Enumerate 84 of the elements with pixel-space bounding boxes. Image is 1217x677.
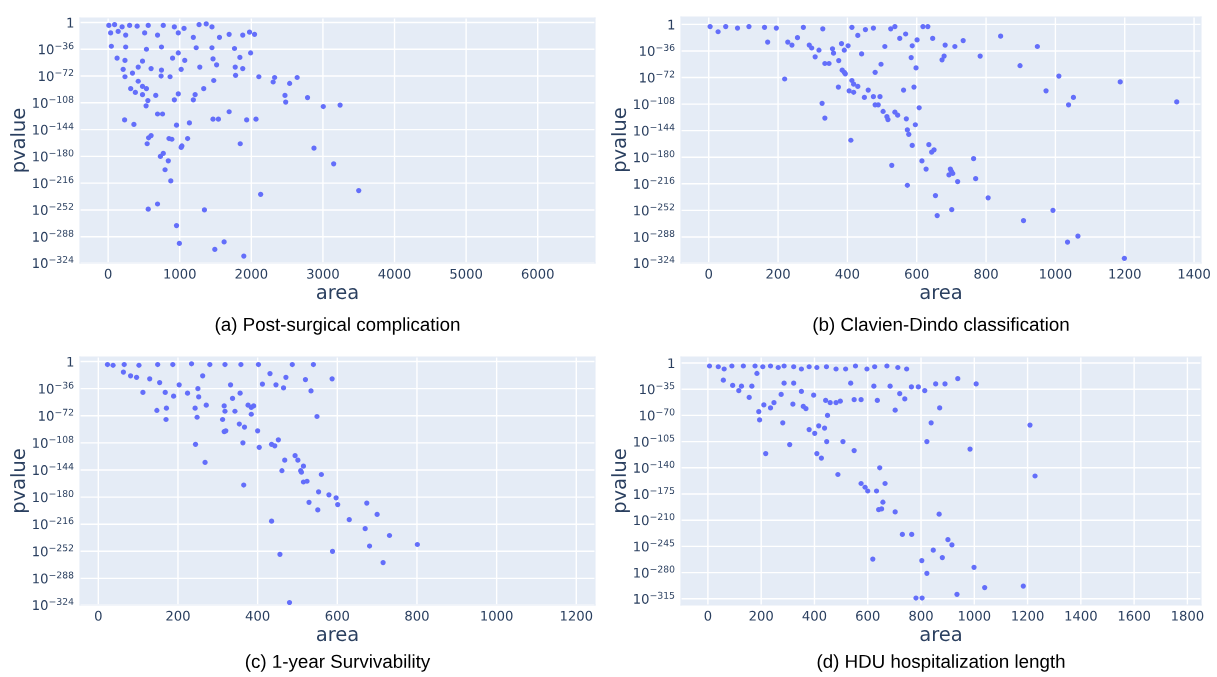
x-tick-label: 0 — [704, 610, 712, 621]
y-axis-title: pvalue — [611, 449, 630, 512]
x-tick-label: 800 — [974, 268, 998, 279]
x-tick-label: 600 — [856, 610, 880, 621]
y-tick-label: 10$^{−180}$ — [634, 150, 675, 163]
y-tick-label: 10$^{−280}$ — [634, 565, 675, 578]
y-tick-label: 10$^{−252}$ — [33, 202, 74, 216]
y-tick-label: 10$^{−36}$ — [39, 42, 74, 55]
y-axis-title: pvalue — [10, 449, 29, 512]
x-axis-title: area — [920, 287, 961, 300]
text: (a) Post-surgical complication — [215, 317, 460, 335]
x-tick-label: 1600 — [1118, 610, 1151, 621]
text: (c) 1-year Survivability — [245, 654, 431, 672]
y-tick-label: 10$^{−245}$ — [634, 539, 675, 552]
x-axis-title: area — [316, 629, 358, 642]
x-tick-label: 6000 — [521, 268, 554, 279]
y-tick-label: 10$^{−180}$ — [33, 149, 74, 162]
y-tick-label: 10$^{−36}$ — [640, 43, 675, 57]
y-tick-label: 1 — [668, 358, 675, 368]
x-axis-title: area — [316, 287, 358, 300]
x-tick-label: 1200 — [1109, 268, 1141, 279]
x-tick-label: 5000 — [450, 268, 483, 279]
y-tick-label: 10$^{−72}$ — [39, 69, 74, 82]
x-tick-label: 200 — [749, 610, 773, 621]
y-tick-label: 10$^{−105}$ — [634, 434, 675, 447]
x-tick-label: 1000 — [1040, 268, 1072, 279]
y-tick-label: 10$^{−324}$ — [634, 256, 675, 269]
y-tick-label: 10$^{−288}$ — [634, 229, 675, 243]
y-tick-label: 10$^{−216}$ — [33, 176, 74, 189]
y-tick-label: 10$^{−36}$ — [39, 381, 74, 394]
x-tick-label: 200 — [166, 610, 190, 621]
x-tick-label: 1200 — [1012, 610, 1044, 621]
y-tick-label: 10$^{−144}$ — [33, 463, 74, 476]
y-axis-title: pvalue — [611, 108, 630, 171]
x-tick-label: 0 — [94, 610, 102, 621]
x-axis-title: area — [920, 629, 961, 642]
x-tick-label: 0 — [104, 268, 112, 279]
y-tick-label: 10$^{−180}$ — [33, 490, 74, 503]
x-tick-label: 0 — [705, 268, 713, 279]
x-tick-label: 400 — [802, 610, 827, 621]
y-tick-label: 1 — [668, 19, 675, 30]
y-tick-label: 10$^{−288}$ — [33, 571, 74, 584]
x-tick-label: 800 — [909, 610, 933, 621]
x-tick-label: 200 — [766, 268, 790, 279]
text: (b) Clavien-Dindo classification — [813, 317, 1069, 335]
x-tick-label: 1800 — [1172, 610, 1204, 621]
y-tick-label: 10$^{−315}$ — [634, 591, 675, 604]
x-tick-label: 600 — [325, 610, 350, 621]
y-tick-label: 10$^{−108}$ — [33, 95, 74, 108]
x-tick-label: 2000 — [235, 268, 268, 279]
y-tick-label: 10$^{−252}$ — [634, 203, 675, 216]
y-tick-label: 10$^{−216}$ — [634, 176, 675, 189]
x-tick-label: 4000 — [378, 268, 411, 279]
y-tick-label: 10$^{−210}$ — [634, 513, 675, 526]
y-tick-label: 10$^{−252}$ — [33, 544, 74, 557]
x-tick-label: 1000 — [164, 268, 196, 279]
y-tick-label: 10$^{−144}$ — [33, 122, 74, 135]
y-tick-label: 10$^{−216}$ — [33, 517, 74, 530]
y-tick-label: 10$^{−324}$ — [33, 598, 74, 611]
y-tick-label: 10$^{−288}$ — [33, 229, 74, 242]
y-tick-label: 10$^{−70}$ — [640, 408, 675, 421]
x-tick-label: 800 — [405, 610, 429, 621]
y-tick-label: 10$^{−324}$ — [33, 256, 74, 269]
y-tick-label: 10$^{−108}$ — [634, 97, 675, 110]
y-tick-label: 10$^{−72}$ — [39, 408, 74, 421]
x-tick-label: 1200 — [560, 610, 593, 621]
text: (d) HDU hospitalization length — [817, 654, 1065, 672]
y-tick-label: 10$^{−72}$ — [640, 70, 675, 83]
y-tick-label: 10$^{−175}$ — [634, 487, 675, 500]
x-tick-label: 3000 — [307, 268, 339, 279]
y-axis-title: pvalue — [10, 108, 29, 172]
x-tick-label: 400 — [835, 268, 860, 279]
y-tick-label: 1 — [67, 17, 74, 28]
y-tick-label: 10$^{−140}$ — [634, 460, 675, 473]
y-tick-label: 10$^{−108}$ — [33, 435, 74, 448]
x-tick-label: 1400 — [1178, 268, 1210, 279]
x-tick-label: 1000 — [481, 610, 513, 621]
y-tick-label: 10$^{−144}$ — [634, 123, 675, 136]
y-tick-label: 10$^{−35}$ — [640, 382, 675, 395]
x-tick-label: 1400 — [1065, 610, 1097, 621]
x-tick-label: 400 — [245, 610, 270, 621]
y-tick-label: 1 — [67, 356, 74, 367]
x-tick-label: 600 — [905, 268, 929, 279]
x-tick-label: 1000 — [958, 610, 991, 621]
